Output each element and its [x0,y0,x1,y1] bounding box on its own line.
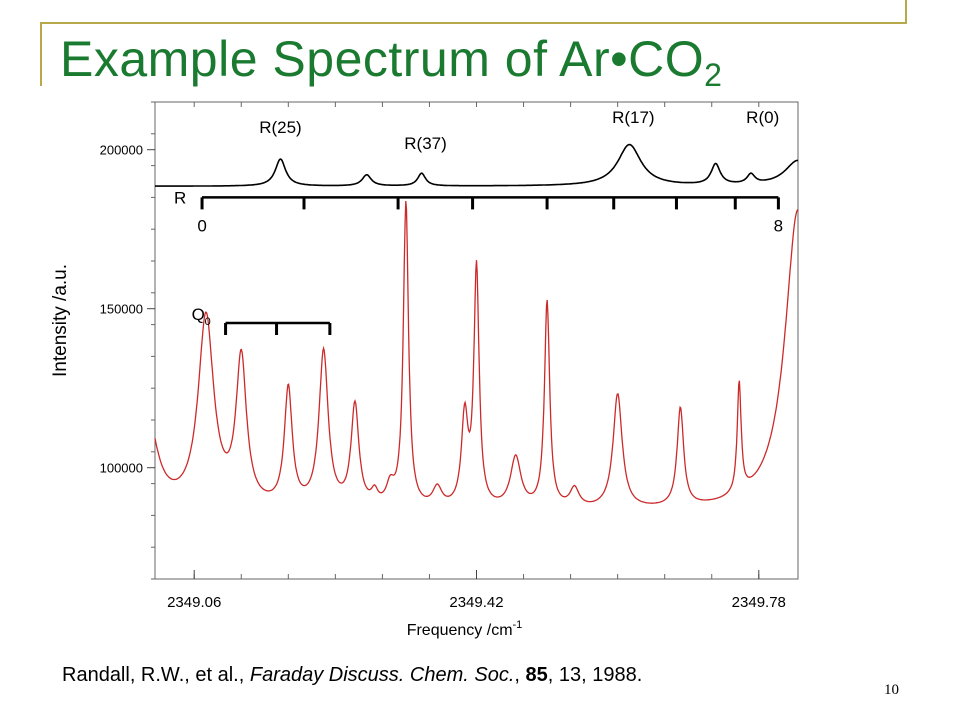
series-layer [154,143,799,504]
x-axis-label-text: Frequency /cm [407,622,513,639]
q-comb-label: Q [192,305,205,324]
citation-authors: Randall, R.W., et al., [62,664,250,686]
x-axis: 2349.06 2349.42 2349.78 [167,102,786,611]
r-branch-label: R(25) [259,118,302,137]
citation-journal: Faraday Discuss. Chem. Soc. [249,664,515,686]
slide-frame-right [905,0,907,24]
title-subscript: 2 [704,57,723,93]
citation: Randall, R.W., et al., Faraday Discuss. … [62,664,642,687]
citation-rest: , 13, 1988. [547,664,643,686]
plot-frame [154,101,799,580]
page-number: 10 [884,682,899,698]
x-tick-label: 2349.78 [732,594,786,611]
citation-sep: , [514,664,526,686]
r-branch-label: R(37) [404,134,447,153]
x-axis-label: Frequency /cm-1 [407,619,523,639]
annotation-layer: R(25)R(37)R(17) R(0)R0 8Q 0 [174,108,783,336]
r-branch-label: R(17) [612,108,655,127]
slide-title: Example Spectrum of Ar•CO2 [60,30,722,94]
y-axis-label: Intensity /a.u. [50,264,71,377]
slide-frame-top [40,22,906,24]
r-branch-label: R(0) [746,108,779,127]
y-tick-label: 100000 [100,461,143,476]
slide-frame-left [40,22,42,86]
x-tick-label: 2349.42 [449,594,503,611]
x-axis-label-sup: -1 [513,619,523,631]
y-tick-label: 200000 [100,143,143,158]
y-tick-label: 150000 [100,302,143,317]
x-tick-label: 2349.06 [167,594,221,611]
r-comb-start-label: 0 [197,216,206,235]
r-comb-label: R [174,188,186,207]
series-line-lower [154,200,799,504]
q-comb-sub: 0 [205,316,211,328]
citation-volume: 85 [525,664,548,686]
r-comb-end-label: 8 [774,216,783,235]
title-main: Example Spectrum of Ar•CO [60,31,705,87]
series-line-upper [155,143,799,187]
y-axis: 100000 150000 200000 [100,101,155,580]
